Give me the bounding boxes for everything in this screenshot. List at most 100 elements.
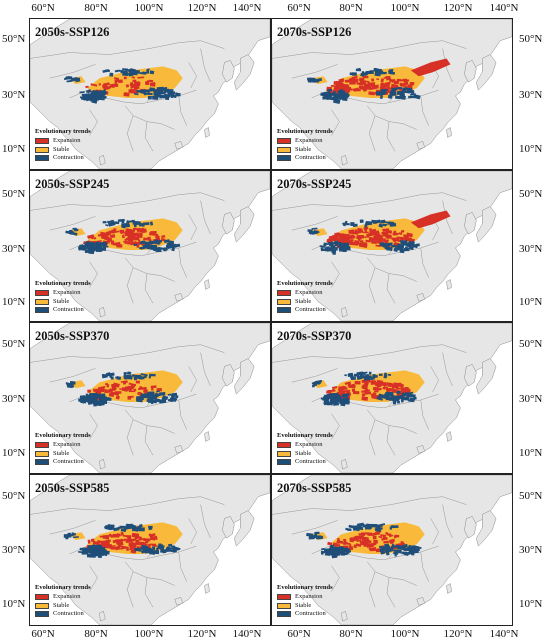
legend-label: Expansion [53, 137, 81, 145]
border-line [272, 344, 467, 363]
left-latitude-label: 30°N [2, 544, 26, 556]
map-canvas [272, 171, 512, 321]
bottom-longitude-label: 80°N [339, 628, 363, 640]
landmass-island [446, 431, 452, 442]
landmass-island [99, 306, 106, 318]
legend: Evolutionary trends Expansion Stable Contra… [35, 432, 91, 467]
border-line [144, 121, 154, 152]
top-longitude-label: 80°N [84, 2, 108, 14]
border-line [188, 214, 197, 241]
legend-swatch [277, 450, 291, 457]
border-line [126, 267, 134, 304]
border-line [49, 520, 96, 535]
legend-label: Expansion [53, 441, 81, 449]
legend-label: Stable [295, 449, 312, 457]
legend-label: Contraction [53, 458, 84, 466]
border-line [442, 200, 453, 235]
landmass-island [341, 458, 348, 470]
legend-label: Expansion [295, 593, 323, 601]
legend-item: Expansion [35, 289, 91, 298]
right-latitude-label: 30°N [519, 393, 543, 405]
border-line [272, 40, 467, 59]
country-borders [30, 192, 225, 304]
panel-title: 2070s-SSP585 [277, 481, 352, 495]
border-line [178, 399, 187, 430]
map-panel: 2070s-SSP126 Evolutionary trends Expansio… [271, 18, 513, 170]
legend-item: Contraction [35, 154, 91, 163]
border-line [368, 571, 376, 608]
legend-label: Stable [295, 601, 312, 609]
left-latitude-label: 10°N [2, 296, 26, 308]
border-line [178, 247, 187, 278]
border-line [368, 115, 376, 152]
legend-label: Stable [53, 449, 70, 457]
border-line [331, 109, 340, 136]
border-line [126, 419, 134, 456]
legend-item: Expansion [277, 593, 333, 602]
legend: Evolutionary trends Expansion Stable Contra… [277, 432, 333, 467]
border-line [420, 95, 429, 126]
legend-label: Stable [53, 297, 70, 305]
bottom-longitude-label: 60°N [31, 628, 55, 640]
landmass-island [99, 610, 106, 622]
legend-item: Stable [277, 146, 333, 155]
landmass-island [464, 516, 477, 539]
border-line [291, 368, 338, 383]
legend-item: Expansion [277, 289, 333, 298]
border-line [430, 366, 439, 393]
border-line [442, 48, 453, 83]
right-latitude-label: 50°N [519, 33, 543, 45]
panel-title: 2070s-SSP126 [277, 25, 352, 39]
landmass-island [446, 583, 452, 594]
landmass-island [446, 127, 452, 138]
border-line [442, 504, 453, 539]
right-latitude-label: 50°N [519, 188, 543, 200]
species-distribution [65, 218, 183, 255]
legend-label: Contraction [295, 154, 326, 162]
left-latitude-label: 50°N [2, 490, 26, 502]
left-latitude-label: 50°N [2, 188, 26, 200]
legend-swatch [277, 459, 291, 466]
bottom-longitude-label: 80°N [84, 628, 108, 640]
species-distribution [63, 522, 183, 558]
border-line [126, 115, 134, 152]
landmass-island [99, 154, 106, 166]
map-canvas [272, 475, 512, 625]
legend-item: Contraction [277, 154, 333, 163]
map-panel: 2050s-SSP245 Evolutionary trends Expansio… [29, 170, 271, 322]
legend-title: Evolutionary trends [277, 128, 333, 135]
border-line [291, 64, 338, 79]
panel-title: 2050s-SSP126 [35, 25, 110, 39]
border-line [420, 399, 429, 430]
border-line [188, 518, 197, 545]
map-canvas [30, 475, 270, 625]
landmass-island [99, 458, 106, 470]
landmass-island [416, 293, 426, 302]
border-line [386, 121, 396, 152]
landmass-island [416, 445, 426, 454]
landmass-island [341, 154, 348, 166]
border-line [331, 261, 340, 288]
legend-swatch [35, 155, 49, 162]
bottom-longitude-label: 120°N [187, 628, 217, 640]
border-line [178, 551, 187, 582]
legend-item: Contraction [35, 458, 91, 467]
left-latitude-label: 30°N [2, 89, 26, 101]
legend-swatch [35, 602, 49, 609]
species-distribution [306, 522, 425, 559]
left-latitude-label: 30°N [2, 243, 26, 255]
panel-title: 2050s-SSP245 [35, 177, 110, 191]
legend-swatch [277, 442, 291, 449]
legend-title: Evolutionary trends [277, 584, 333, 591]
species-distribution [311, 370, 425, 407]
legend-item: Contraction [35, 306, 91, 315]
legend-item: Expansion [277, 137, 333, 146]
border-line [126, 571, 134, 608]
legend-title: Evolutionary trends [277, 280, 333, 287]
legend-swatch [35, 459, 49, 466]
border-line [188, 366, 197, 393]
legend-item: Expansion [35, 137, 91, 146]
landmass-island [416, 141, 426, 150]
right-latitude-label: 10°N [519, 296, 543, 308]
expansion-area [410, 210, 451, 229]
